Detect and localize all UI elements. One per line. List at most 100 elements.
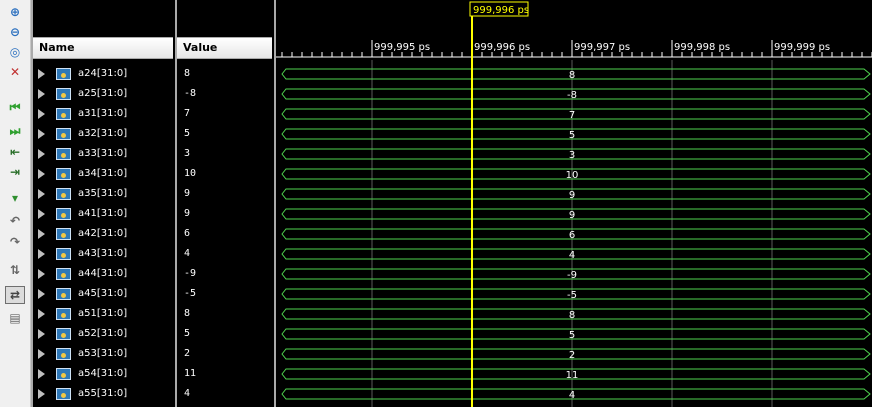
bus-signal-icon: [56, 128, 71, 140]
previous-transition-icon[interactable]: ⇤: [9, 145, 21, 159]
waveform-value-label: 2: [569, 350, 575, 361]
expand-arrow-icon[interactable]: [38, 129, 45, 139]
swap-cursors-icon[interactable]: ⇅: [9, 263, 21, 277]
ruler-tick-label: 999,997 ps: [574, 42, 630, 53]
go-to-start-icon[interactable]: ⏮: [9, 99, 21, 114]
value-row[interactable]: 9: [177, 204, 272, 224]
signal-value: 9: [184, 188, 191, 199]
floating-ruler-icon[interactable]: ▤: [9, 311, 21, 325]
value-row[interactable]: 4: [177, 384, 272, 404]
waveform-value-label: 3: [569, 150, 575, 161]
go-to-end-icon[interactable]: ⏭: [9, 123, 21, 138]
signal-row[interactable]: a53[31:0]: [33, 344, 173, 364]
waveform-canvas[interactable]: 999,995 ps 999,996 ps 999,997 ps 999,998 ps…: [276, 0, 872, 407]
expand-arrow-icon[interactable]: [38, 69, 45, 79]
bus-signal-icon: [56, 228, 71, 240]
value-row[interactable]: -9: [177, 264, 272, 284]
bus-signal-icon: [56, 308, 71, 320]
value-column-header[interactable]: Value: [177, 37, 272, 59]
cursor-time-label: 999,996 ps: [473, 5, 529, 16]
zoom-fit-icon[interactable]: ◎: [9, 45, 21, 59]
expand-arrow-icon[interactable]: [38, 109, 45, 119]
waveform-panel[interactable]: 999,995 ps 999,996 ps 999,997 ps 999,998 ps…: [274, 0, 872, 407]
signal-row[interactable]: a31[31:0]: [33, 104, 173, 124]
signal-row[interactable]: a25[31:0]: [33, 84, 173, 104]
waveform-value-label: -9: [567, 270, 577, 281]
bus-signal-icon: [56, 348, 71, 360]
expand-arrow-icon[interactable]: [38, 89, 45, 99]
signal-row[interactable]: a52[31:0]: [33, 324, 173, 344]
signal-value: 5: [184, 128, 191, 139]
expand-arrow-icon[interactable]: [38, 349, 45, 359]
expand-arrow-icon[interactable]: [38, 229, 45, 239]
value-row[interactable]: 10: [177, 164, 272, 184]
zoom-out-icon[interactable]: ⊖: [9, 25, 21, 39]
expand-arrow-icon[interactable]: [38, 329, 45, 339]
bus-signal-icon: [56, 148, 71, 160]
expand-arrow-icon[interactable]: [38, 289, 45, 299]
value-row[interactable]: -5: [177, 284, 272, 304]
value-row[interactable]: 3: [177, 144, 272, 164]
ruler-tick-label: 999,999 ps: [774, 42, 830, 53]
signal-value: 9: [184, 208, 191, 219]
signal-row[interactable]: a44[31:0]: [33, 264, 173, 284]
value-row[interactable]: 7: [177, 104, 272, 124]
bus-signal-icon: [56, 268, 71, 280]
expand-arrow-icon[interactable]: [38, 149, 45, 159]
value-row[interactable]: 11: [177, 364, 272, 384]
signal-row[interactable]: a32[31:0]: [33, 124, 173, 144]
signal-waveform: [281, 208, 871, 220]
waveform-value-label: 10: [566, 170, 579, 181]
signal-name: a35[31:0]: [78, 188, 128, 199]
value-row[interactable]: -8: [177, 84, 272, 104]
signal-waveform: [281, 368, 871, 380]
value-row[interactable]: 6: [177, 224, 272, 244]
value-row[interactable]: 9: [177, 184, 272, 204]
value-row[interactable]: 4: [177, 244, 272, 264]
signal-waveform: [281, 108, 871, 120]
signal-row[interactable]: a41[31:0]: [33, 204, 173, 224]
snap-to-transition-icon[interactable]: ⇄: [5, 286, 25, 304]
signal-row[interactable]: a54[31:0]: [33, 364, 173, 384]
signal-value: -8: [184, 88, 197, 99]
name-column-header[interactable]: Name: [33, 37, 173, 59]
signal-waveform: [281, 168, 871, 180]
next-marker-icon[interactable]: ↷: [9, 235, 21, 249]
signal-name: a25[31:0]: [78, 88, 128, 99]
value-panel: Value 8 -8 7 5 3 10 9 9 6 4 -9 -5 8 5 2 11 4: [175, 0, 272, 407]
signal-value: -5: [184, 288, 197, 299]
signal-row[interactable]: a34[31:0]: [33, 164, 173, 184]
expand-arrow-icon[interactable]: [38, 209, 45, 219]
zoom-full-icon[interactable]: ✕: [9, 65, 21, 79]
ruler-tick-label: 999,998 ps: [674, 42, 730, 53]
add-marker-icon[interactable]: ▾: [11, 191, 19, 205]
expand-arrow-icon[interactable]: [38, 249, 45, 259]
signal-name: a32[31:0]: [78, 128, 128, 139]
signal-row[interactable]: a55[31:0]: [33, 384, 173, 404]
waveform-value-label: 5: [569, 330, 575, 341]
signal-waveform: [281, 348, 871, 360]
value-row[interactable]: 8: [177, 304, 272, 324]
signal-row[interactable]: a51[31:0]: [33, 304, 173, 324]
expand-arrow-icon[interactable]: [38, 389, 45, 399]
waveform-toolbar: ⊕ ⊖ ◎ ✕ ⏮ ⏭ ⇤ ⇥ ▾ ↶ ↷ ⇅ ⇄ ▤: [0, 0, 31, 407]
signal-waveform: [281, 308, 871, 320]
expand-arrow-icon[interactable]: [38, 189, 45, 199]
value-row[interactable]: 5: [177, 324, 272, 344]
value-row[interactable]: 8: [177, 64, 272, 84]
value-row[interactable]: 2: [177, 344, 272, 364]
value-row[interactable]: 5: [177, 124, 272, 144]
expand-arrow-icon[interactable]: [38, 369, 45, 379]
signal-row[interactable]: a24[31:0]: [33, 64, 173, 84]
expand-arrow-icon[interactable]: [38, 309, 45, 319]
signal-row[interactable]: a33[31:0]: [33, 144, 173, 164]
expand-arrow-icon[interactable]: [38, 169, 45, 179]
signal-row[interactable]: a43[31:0]: [33, 244, 173, 264]
next-transition-icon[interactable]: ⇥: [9, 165, 21, 179]
zoom-in-icon[interactable]: ⊕: [9, 5, 21, 19]
signal-row[interactable]: a42[31:0]: [33, 224, 173, 244]
expand-arrow-icon[interactable]: [38, 269, 45, 279]
signal-row[interactable]: a35[31:0]: [33, 184, 173, 204]
previous-marker-icon[interactable]: ↶: [9, 214, 21, 228]
signal-row[interactable]: a45[31:0]: [33, 284, 173, 304]
